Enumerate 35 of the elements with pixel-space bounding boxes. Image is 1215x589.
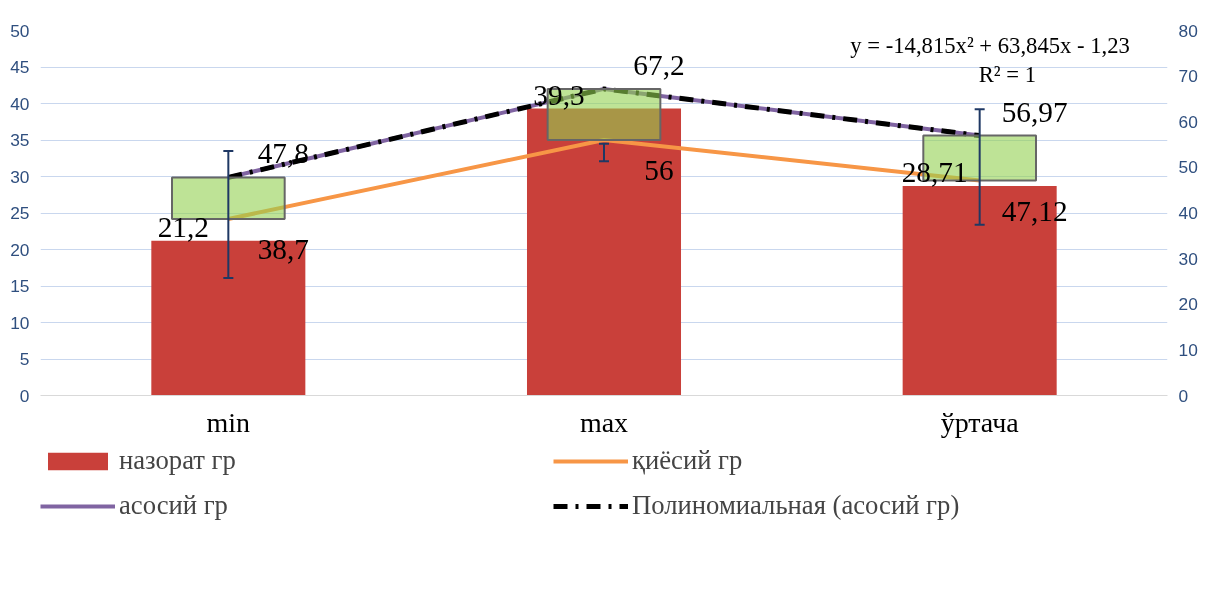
bar (151, 240, 306, 396)
y2-tick-label: 10 (1178, 339, 1198, 360)
y2-tick-label: 40 (1178, 203, 1198, 223)
legend-label: асосий гр (119, 490, 229, 521)
y-tick-label: 15 (10, 276, 30, 296)
y-tick-label: 0 (19, 385, 30, 406)
y-tick-label: 45 (10, 57, 30, 77)
annotation: R² = 1 (978, 61, 1037, 87)
data-label: 67,2 (633, 48, 685, 81)
y2-tick-label: 0 (1178, 385, 1189, 406)
y2-tick-label: 70 (1178, 66, 1198, 87)
y2-tick-label: 30 (1178, 248, 1198, 269)
y-tick-label: 30 (10, 166, 30, 187)
y2-tick-label: 60 (1178, 111, 1198, 132)
data-label: 56,97 (1001, 95, 1068, 128)
bar (170, 176, 286, 220)
annotation: y = -14,815x² + 63,845x - 1,23 (850, 32, 1130, 58)
y2-tick-label: 20 (1178, 294, 1198, 315)
x-tick-label: ўртача (940, 406, 1020, 438)
legend-label: қиёсий гр (632, 445, 744, 476)
y-tick-label: 25 (10, 203, 30, 223)
data-label: 21,2 (157, 210, 209, 243)
legend-label: назорат гр (119, 445, 237, 476)
y2-tick-label: 50 (1178, 157, 1198, 178)
y-tick-label: 50 (10, 20, 30, 41)
y-tick-label: 40 (10, 93, 30, 114)
data-label: 56 (644, 154, 674, 186)
y-tick-label: 10 (10, 312, 30, 333)
y2-tick-label: 80 (1178, 20, 1198, 41)
y-tick-label: 20 (10, 239, 30, 260)
y-tick-label: 5 (19, 349, 30, 369)
legend-label: Полиномиальная (асосий гр) (632, 490, 961, 521)
x-tick-label: min (206, 406, 251, 438)
y-tick-label: 35 (10, 130, 30, 150)
x-tick-label: max (579, 406, 629, 438)
